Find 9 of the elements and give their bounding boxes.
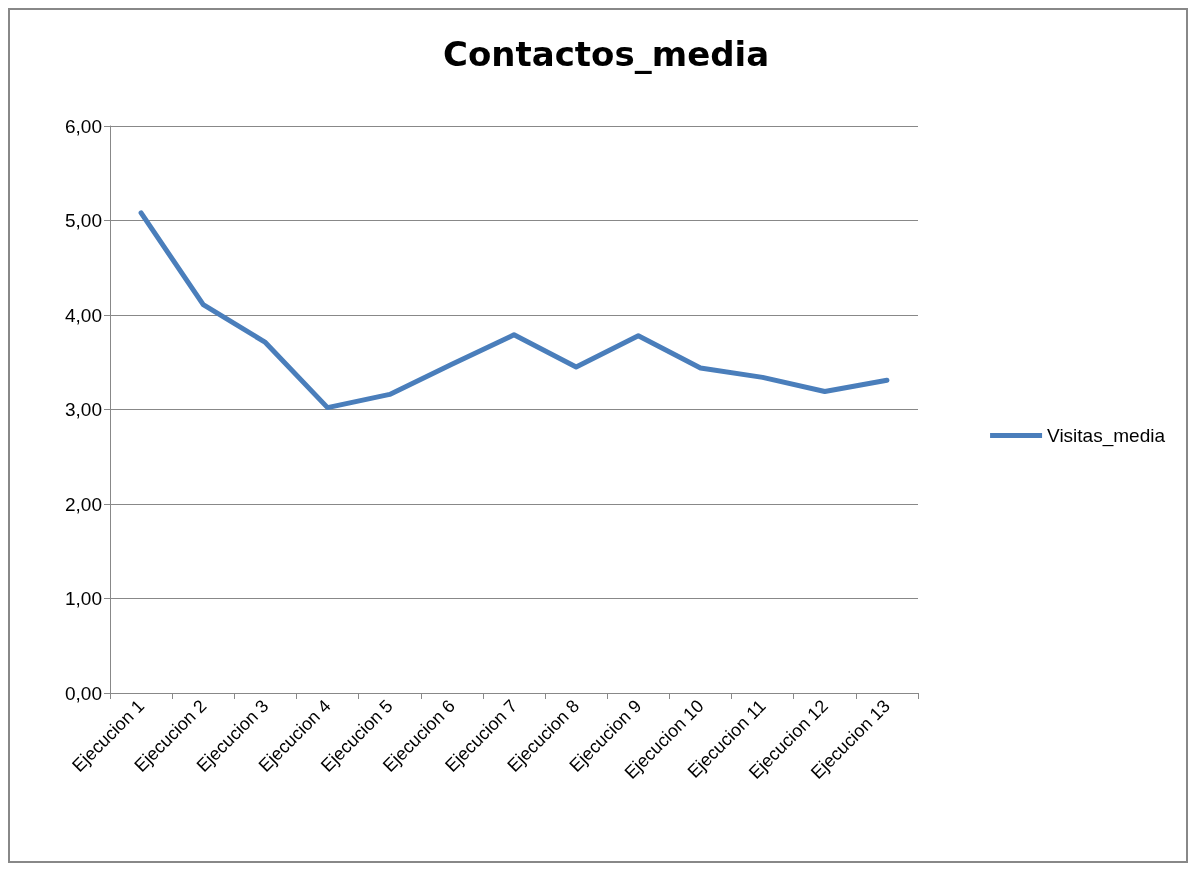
chart-title: Contactos_media (443, 34, 770, 74)
y-tick-label: 1,00 (65, 588, 102, 609)
legend-label: Visitas_media (1047, 425, 1166, 447)
y-tick-label: 0,00 (65, 682, 102, 704)
y-tick-label: 6,00 (65, 115, 102, 137)
y-tick-label: 5,00 (65, 210, 102, 231)
y-tick-label: 4,00 (65, 304, 102, 326)
y-tick-label: 3,00 (65, 399, 102, 420)
y-tick-label: 2,00 (65, 493, 102, 515)
